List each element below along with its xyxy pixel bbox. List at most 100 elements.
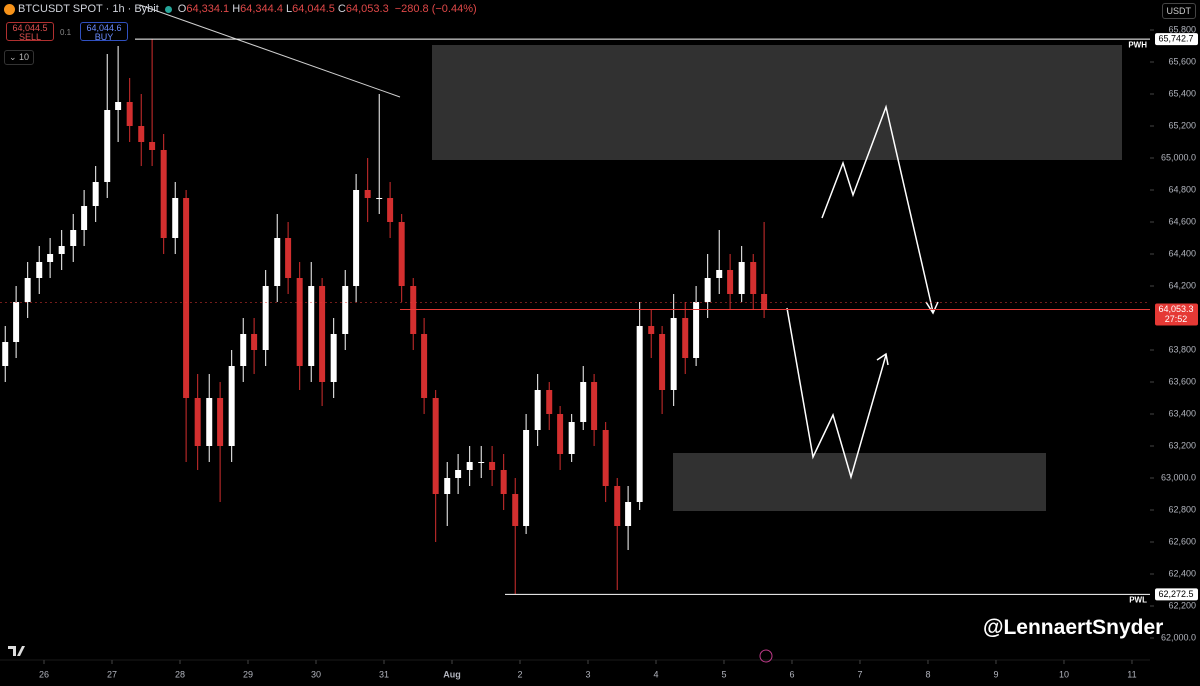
y-tick-label: 64,200 [1168, 280, 1196, 290]
x-tick-label: Aug [443, 669, 461, 679]
arrow-head [876, 352, 889, 366]
projection-up [821, 104, 934, 313]
projection-down [786, 307, 887, 480]
replay-icon [759, 649, 773, 663]
candle-body [251, 334, 258, 350]
candle-body [70, 230, 77, 246]
candle-body [546, 390, 553, 414]
y-tick-label: 65,400 [1168, 88, 1196, 98]
buy-label: BUY [94, 32, 114, 42]
x-tick-label: 31 [379, 669, 389, 679]
y-tick-label: 62,600 [1168, 536, 1196, 546]
ohlc-key: C [337, 3, 346, 15]
candle-body [580, 382, 587, 422]
level-badge [1155, 588, 1198, 601]
indicator-count: 10 [19, 52, 30, 62]
candle-body [353, 190, 360, 286]
candle-body [319, 286, 326, 382]
candle-body [240, 334, 247, 366]
x-tick-label: 2 [517, 669, 522, 679]
candle-body [126, 102, 133, 126]
y-tick-label: 63,400 [1168, 408, 1196, 418]
ohlc-value: 64,334.1 [186, 3, 230, 15]
candle-body [478, 462, 485, 463]
level-badge [1155, 303, 1198, 326]
y-tick-label: 64,400 [1168, 248, 1196, 258]
candle-body [568, 422, 575, 454]
countdown: 27:52 [1165, 314, 1188, 324]
arrow-head [925, 301, 939, 315]
level-tag: PWL [1129, 596, 1147, 605]
indicator-toggle[interactable]: ⌄ 10 [4, 50, 35, 65]
candle-body [444, 478, 451, 494]
ohlc-value: 64,053.3 [345, 3, 389, 15]
candle-body [614, 486, 621, 526]
candle-body [602, 430, 609, 486]
candle-body [659, 334, 666, 390]
candle-body [47, 254, 54, 262]
btc-icon [4, 3, 15, 15]
ohlc-key: L [285, 3, 293, 15]
candle-body [750, 262, 757, 294]
candle-body [466, 462, 473, 470]
candle-body [13, 302, 20, 342]
x-tick-label: 11 [1127, 669, 1136, 679]
watermark: @LennaertSnyder [983, 616, 1164, 639]
candle-body [625, 502, 632, 526]
candle-body [432, 398, 439, 494]
candle-body [274, 238, 281, 286]
candle-body [206, 398, 213, 446]
y-tick-label: 64,600 [1168, 216, 1196, 226]
candle-body [160, 150, 167, 238]
y-tick-label: 62,800 [1168, 504, 1196, 514]
currency[interactable]: USDT [1161, 3, 1196, 19]
candle-body [512, 494, 519, 526]
candle-body [330, 334, 337, 382]
change: −280.8 (−0.44%) [394, 3, 477, 15]
x-tick-label: 4 [653, 669, 658, 679]
y-tick-label: 63,600 [1168, 376, 1196, 386]
candle-body [682, 318, 689, 358]
candle-body [591, 382, 598, 430]
ohlc: O64,334.1 H64,344.4 L64,044.5 C64,053.3 [178, 3, 392, 15]
x-tick-label: 9 [993, 669, 998, 679]
candle-body [194, 398, 201, 446]
candle-body [410, 286, 417, 334]
candle-body [387, 198, 394, 222]
candle-body [58, 246, 65, 254]
candle-body [704, 278, 711, 302]
y-tick-label: 65,800 [1168, 24, 1196, 34]
ohlc-value: 64,344.4 [240, 3, 283, 15]
candle-body [670, 318, 677, 390]
candle-body [738, 262, 745, 294]
buy-price: 64,044.6 [86, 23, 122, 33]
buy-button[interactable]: 64,044.6 BUY [80, 22, 128, 42]
sell-button[interactable]: 64,044.5 SELL [6, 22, 54, 42]
candle-body [149, 142, 156, 150]
candle-body [308, 286, 315, 366]
y-tick-label: 64,800 [1168, 184, 1196, 194]
x-tick-label: 27 [107, 669, 117, 679]
symbol: BTCUSDT SPOT · 1h · Bybit [18, 3, 159, 15]
candle-body [421, 334, 428, 398]
x-tick-label: 28 [175, 669, 185, 679]
candle-body [36, 262, 43, 278]
candle-body [364, 190, 371, 198]
y-tick-label: 62,000.0 [1161, 632, 1196, 642]
x-tick-label: 29 [243, 669, 253, 679]
ohlc-key: O [177, 3, 187, 15]
candle-body [92, 182, 99, 206]
candle-body [727, 270, 734, 294]
supply-zone [432, 45, 1122, 160]
candle-body [534, 390, 541, 430]
x-tick-label: 30 [311, 669, 321, 679]
price-axis-bg [1150, 0, 1200, 686]
candle-body [761, 294, 768, 310]
candle-body [557, 414, 564, 454]
x-tick-label: 7 [857, 669, 862, 679]
candle-body [376, 198, 383, 199]
tv-logo [8, 646, 25, 656]
x-tick-label: 6 [789, 669, 794, 679]
candle-body [228, 366, 235, 446]
